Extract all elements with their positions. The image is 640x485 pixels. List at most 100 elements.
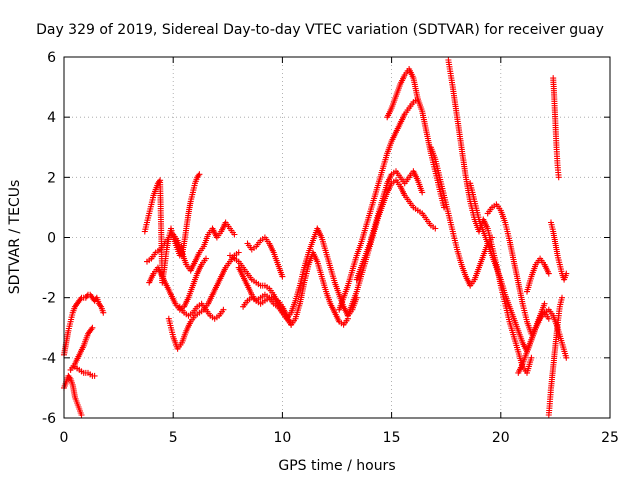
data-point — [412, 206, 415, 209]
data-point — [522, 342, 524, 344]
data-point — [552, 315, 554, 317]
data-point — [163, 266, 166, 269]
data-point — [277, 306, 279, 308]
series-markers — [524, 255, 552, 295]
data-point — [321, 276, 323, 278]
data-point — [268, 297, 270, 299]
data-point — [543, 303, 546, 305]
data-point — [294, 300, 297, 302]
data-point — [246, 273, 249, 275]
data-point — [225, 266, 227, 269]
data-point — [530, 357, 532, 359]
data-point — [473, 218, 476, 221]
data-point — [259, 239, 262, 242]
data-point — [556, 254, 559, 257]
data-point — [290, 312, 292, 314]
data-point — [473, 279, 476, 281]
data-point — [469, 200, 471, 202]
data-point — [399, 176, 401, 178]
data-point — [83, 372, 85, 374]
data-point — [91, 327, 93, 329]
data-point — [209, 315, 211, 317]
data-point — [87, 294, 89, 296]
data-point — [417, 98, 419, 100]
data-point — [491, 254, 493, 257]
data-point — [548, 318, 550, 320]
data-point — [85, 339, 87, 341]
data-point — [478, 230, 480, 233]
data-point — [391, 140, 393, 142]
data-point — [185, 330, 187, 332]
data-point — [229, 260, 231, 263]
data-point — [192, 191, 194, 193]
data-point — [78, 300, 80, 302]
y-tick-label: 6 — [47, 50, 56, 66]
data-point — [517, 351, 519, 353]
data-point — [312, 251, 314, 254]
data-series — [61, 57, 570, 418]
data-point — [556, 164, 559, 166]
data-point — [187, 212, 190, 215]
data-point — [482, 230, 484, 233]
data-point — [408, 107, 410, 109]
data-point — [181, 342, 183, 344]
series-markers — [336, 96, 447, 313]
data-point — [342, 324, 345, 326]
data-point — [264, 300, 266, 302]
series-markers — [427, 144, 496, 289]
axes: 0 5 10 15 20 25 -6 -4 -2 0 2 4 6 — [42, 50, 619, 446]
data-point — [65, 381, 67, 383]
x-tick-label: 5 — [169, 430, 178, 446]
series-markers — [545, 294, 565, 418]
data-point — [530, 339, 532, 341]
data-point — [74, 306, 76, 308]
data-point — [89, 330, 91, 332]
data-point — [482, 218, 484, 221]
data-point — [69, 378, 72, 380]
series-arc6 — [144, 219, 238, 274]
data-point — [255, 300, 257, 302]
data-point — [96, 297, 98, 299]
series-markers — [550, 75, 562, 181]
data-point — [391, 173, 393, 175]
data-point — [425, 218, 428, 221]
data-point — [190, 321, 192, 323]
data-point — [155, 188, 157, 190]
data-point — [548, 309, 550, 311]
data-point — [238, 251, 240, 254]
data-point — [157, 182, 159, 184]
data-point — [360, 266, 362, 269]
data-point — [150, 203, 152, 206]
data-point — [277, 263, 279, 266]
data-point — [179, 306, 181, 308]
y-tick-label: -4 — [42, 351, 56, 367]
data-point — [152, 194, 155, 196]
data-point — [543, 263, 546, 266]
data-point — [91, 297, 93, 299]
data-point — [65, 342, 67, 344]
data-point — [273, 303, 275, 305]
data-point — [259, 303, 262, 305]
data-point — [76, 303, 78, 305]
data-point — [360, 242, 362, 245]
data-point — [517, 372, 519, 374]
data-point — [563, 279, 565, 281]
y-tick-label: 4 — [47, 110, 56, 126]
data-point — [161, 276, 163, 278]
data-point — [251, 248, 253, 251]
x-tick-label: 15 — [383, 430, 401, 446]
data-point — [259, 297, 262, 299]
data-point — [364, 254, 366, 257]
data-point — [439, 176, 441, 178]
series-arc16 — [353, 168, 426, 283]
data-point — [246, 300, 249, 302]
series-markers — [353, 168, 426, 283]
data-point — [148, 282, 150, 284]
data-point — [216, 236, 218, 239]
data-point — [329, 266, 332, 269]
data-point — [395, 170, 397, 172]
data-point — [163, 242, 166, 245]
data-point — [299, 285, 301, 287]
data-point — [281, 306, 283, 308]
